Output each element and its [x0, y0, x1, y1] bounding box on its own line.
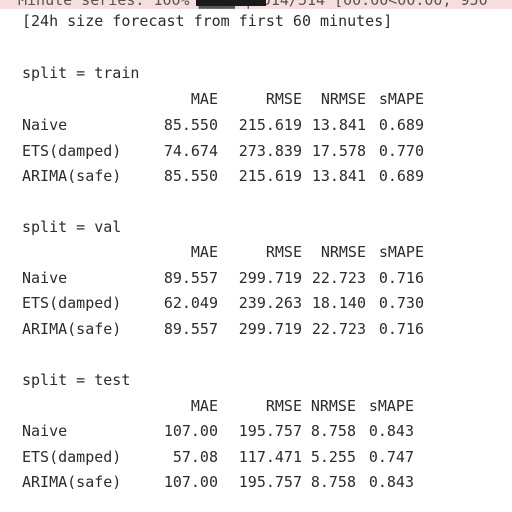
col-smape-header: sMAPE [378, 243, 424, 261]
mae-value: 107.00 [163, 473, 218, 491]
col-smape-header: sMAPE [368, 397, 414, 415]
table-row: Naive 85.550 215.619 13.841 0.689 [22, 114, 424, 136]
smape-value: 0.689 [378, 167, 424, 185]
table-row: ETS(damped) 74.674 273.839 17.578 0.770 [22, 140, 424, 162]
table-header-train: MAE RMSE NRMSE sMAPE [22, 88, 424, 110]
nrmse-value: 8.758 [310, 473, 356, 491]
table-row: ARIMA(safe) 107.00 195.757 8.758 0.843 [22, 471, 414, 493]
rmse-value: 195.757 [238, 473, 302, 491]
model-name: ARIMA(safe) [22, 473, 122, 491]
table-row: ETS(damped) 62.049 239.263 18.140 0.730 [22, 292, 424, 314]
table-row: Naive 89.557 299.719 22.723 0.716 [22, 267, 424, 289]
nrmse-value: 22.723 [311, 320, 366, 338]
table-row: ARIMA(safe) 89.557 299.719 22.723 0.716 [22, 318, 424, 340]
mae-value: 89.557 [163, 269, 218, 287]
forecast-caption: [24h size forecast from first 60 minutes… [22, 12, 393, 30]
col-nrmse-header: NRMSE [320, 90, 366, 108]
mae-value: 85.550 [163, 167, 218, 185]
col-smape-header: sMAPE [378, 90, 424, 108]
col-rmse-header: RMSE [265, 243, 302, 261]
model-name: Naive [22, 116, 68, 134]
model-name: Naive [22, 269, 68, 287]
table-row: ARIMA(safe) 85.550 215.619 13.841 0.689 [22, 165, 424, 187]
smape-value: 0.689 [378, 116, 424, 134]
split-title-val: split = val [22, 218, 122, 236]
split-title-train: split = train [22, 64, 140, 82]
col-mae-header: MAE [190, 90, 218, 108]
table-header-test: MAE RMSE NRMSE sMAPE [22, 395, 414, 417]
rmse-value: 273.839 [238, 142, 302, 160]
mae-value: 85.550 [163, 116, 218, 134]
rmse-value: 195.757 [238, 422, 302, 440]
smape-value: 0.730 [378, 294, 424, 312]
mae-value: 74.674 [163, 142, 218, 160]
table-row: Naive 107.00 195.757 8.758 0.843 [22, 420, 414, 442]
model-name: ETS(damped) [22, 294, 122, 312]
table-row: ETS(damped) 57.08 117.471 5.255 0.747 [22, 446, 414, 468]
col-mae-header: MAE [190, 397, 218, 415]
rmse-value: 239.263 [238, 294, 302, 312]
rmse-value: 299.719 [238, 269, 302, 287]
col-nrmse-header: NRMSE [310, 397, 356, 415]
mae-value: 89.557 [163, 320, 218, 338]
col-rmse-header: RMSE [265, 397, 302, 415]
smape-value: 0.843 [368, 422, 414, 440]
nrmse-value: 8.758 [310, 422, 356, 440]
nrmse-value: 22.723 [311, 269, 366, 287]
col-rmse-header: RMSE [265, 90, 302, 108]
model-name: ARIMA(safe) [22, 320, 122, 338]
model-name: ETS(damped) [22, 142, 122, 160]
mae-value: 107.00 [163, 422, 218, 440]
smape-value: 0.716 [378, 269, 424, 287]
model-name: Naive [22, 422, 68, 440]
table-header-val: MAE RMSE NRMSE sMAPE [22, 241, 424, 263]
nrmse-value: 17.578 [311, 142, 366, 160]
nrmse-value: 13.841 [311, 167, 366, 185]
previous-output-line: Minute series: 100% ████ | 514/514 [00:0… [0, 0, 512, 9]
col-mae-header: MAE [190, 243, 218, 261]
model-name: ARIMA(safe) [22, 167, 122, 185]
model-name: ETS(damped) [22, 448, 122, 466]
rmse-value: 117.471 [238, 448, 302, 466]
col-nrmse-header: NRMSE [320, 243, 366, 261]
mae-value: 62.049 [163, 294, 218, 312]
rmse-value: 215.619 [238, 167, 302, 185]
smape-value: 0.843 [368, 473, 414, 491]
mae-value: 57.08 [172, 448, 218, 466]
nrmse-value: 5.255 [310, 448, 356, 466]
split-title-test: split = test [22, 371, 131, 389]
rmse-value: 215.619 [238, 116, 302, 134]
rmse-value: 299.719 [238, 320, 302, 338]
smape-value: 0.716 [378, 320, 424, 338]
smape-value: 0.770 [378, 142, 424, 160]
nrmse-value: 13.841 [311, 116, 366, 134]
nrmse-value: 18.140 [311, 294, 366, 312]
redacted-block [196, 0, 266, 6]
smape-value: 0.747 [368, 448, 414, 466]
